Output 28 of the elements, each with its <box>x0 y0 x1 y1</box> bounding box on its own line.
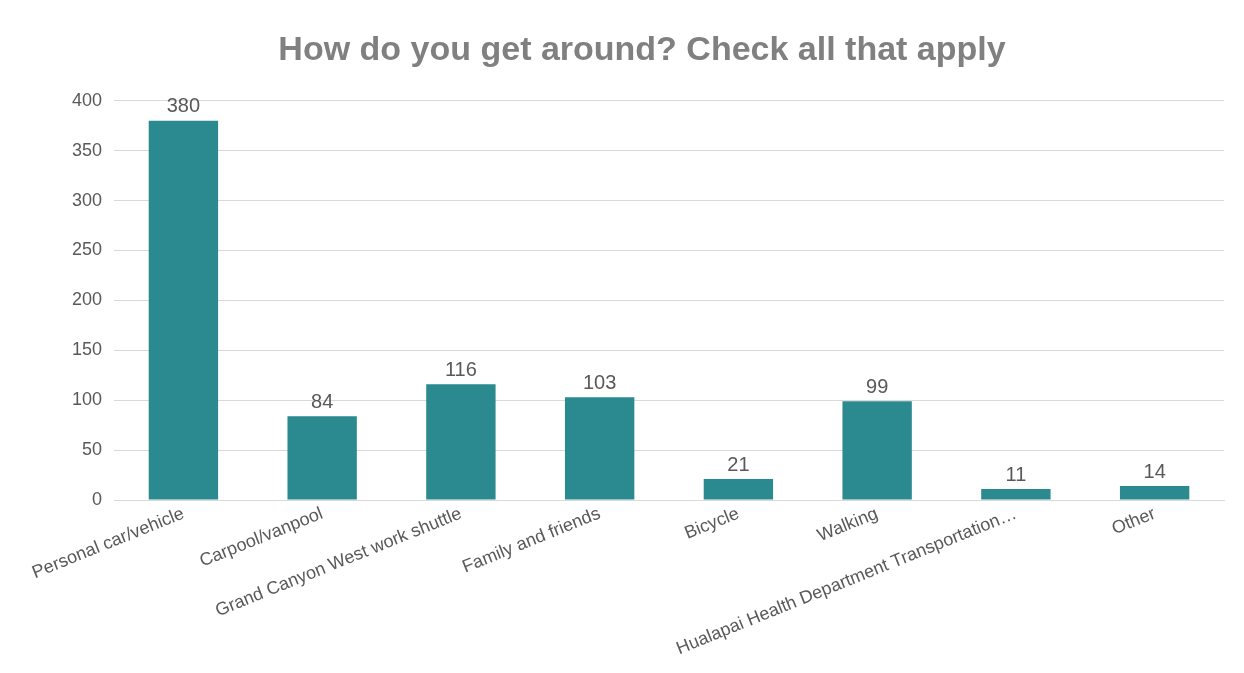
bar <box>842 401 912 500</box>
data-label: 14 <box>1143 459 1166 482</box>
y-tick-label: 150 <box>71 339 103 360</box>
bar <box>1119 486 1190 500</box>
y-tick-label: 400 <box>71 89 103 110</box>
y-tick-label: 0 <box>92 489 103 510</box>
bar <box>703 479 774 500</box>
y-tick-label: 200 <box>71 289 103 310</box>
chart-title: How do you get around? Check all that apply <box>278 28 1006 67</box>
y-tick-label: 50 <box>82 439 103 460</box>
y-tick-label: 350 <box>71 139 103 160</box>
bar <box>426 384 496 500</box>
y-tick-label: 100 <box>71 389 103 410</box>
bar <box>287 416 357 500</box>
x-tick-label: Other <box>1108 502 1158 539</box>
bar <box>564 397 635 500</box>
x-tick-label: Bicycle <box>681 502 742 543</box>
y-tick-label: 300 <box>71 189 103 210</box>
data-label: 21 <box>727 452 750 475</box>
y-tick-label: 250 <box>71 239 103 260</box>
bar <box>981 489 1051 500</box>
data-label: 116 <box>444 357 477 380</box>
data-label: 103 <box>582 370 617 393</box>
bar <box>148 120 219 500</box>
data-label: 84 <box>311 389 334 412</box>
data-label: 380 <box>166 94 201 117</box>
data-label: 11 <box>1005 462 1027 485</box>
data-label: 99 <box>866 374 889 397</box>
